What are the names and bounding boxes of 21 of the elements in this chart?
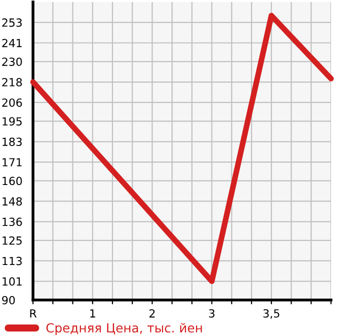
y-tick-label: 148 [2, 197, 22, 206]
x-tick-label: 3 [209, 309, 214, 318]
x-tick-label: 2 [149, 309, 155, 318]
y-tick-label: 206 [2, 98, 22, 107]
legend-label: Средняя Цена, тыс. йен [46, 322, 202, 335]
y-tick-label: 195 [2, 117, 22, 126]
y-tick-label: 230 [2, 58, 22, 66]
y-tick-label: 253 [2, 18, 22, 27]
y-tick-label: 101 [2, 277, 22, 286]
y-tick-label: 125 [2, 236, 22, 245]
x-tick-label: 3,5 [263, 309, 280, 319]
y-tick-label: 171 [2, 158, 22, 166]
y-tick-label: 160 [2, 176, 22, 186]
y-tick-label: 136 [2, 218, 22, 226]
y-tick-label: 218 [2, 78, 22, 86]
y-tick-label: 90 [2, 296, 15, 304]
y-tick-label: 183 [2, 138, 22, 146]
y-tick-label: 113 [2, 256, 22, 266]
y-tick-label: 241 [2, 38, 22, 48]
x-tick-label: R [30, 309, 37, 318]
x-tick-label: 1 [90, 309, 96, 318]
